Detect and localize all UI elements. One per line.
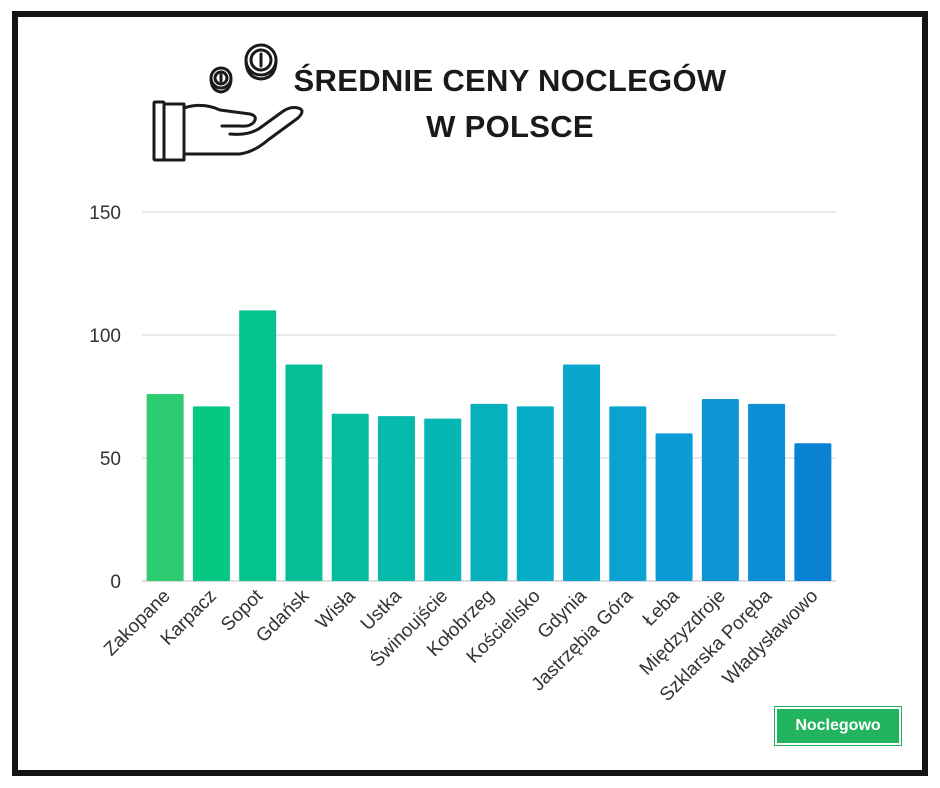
bar xyxy=(377,416,415,581)
x-tick-label: Wisła xyxy=(312,585,360,633)
bar xyxy=(285,364,323,581)
x-tick-label: Gdańsk xyxy=(252,585,314,647)
bar xyxy=(609,406,647,581)
title-line-1: ŚREDNIE CENY NOCLEGÓW xyxy=(293,63,727,98)
bar xyxy=(239,310,277,581)
brand-badge[interactable]: Noclegowo xyxy=(774,706,902,746)
bar xyxy=(748,403,786,581)
bar xyxy=(794,443,832,581)
bar xyxy=(470,403,508,581)
bar xyxy=(516,406,554,581)
bar xyxy=(424,418,462,581)
chart-title: ŚREDNIE CENY NOCLEGÓW W POLSCE xyxy=(280,58,740,150)
bar xyxy=(192,406,230,581)
bar xyxy=(331,413,369,581)
x-tick-label: Zakopane xyxy=(100,586,175,661)
title-line-2: W POLSCE xyxy=(426,109,594,144)
y-tick-label: 150 xyxy=(89,203,121,224)
y-tick-label: 50 xyxy=(100,449,121,470)
bar xyxy=(655,433,693,581)
bar xyxy=(146,394,184,581)
brand-label: Noclegowo xyxy=(795,717,881,734)
bar xyxy=(701,398,739,581)
bar xyxy=(563,364,601,581)
hand-with-coins-icon xyxy=(152,43,304,162)
y-tick-label: 0 xyxy=(110,572,121,593)
y-tick-label: 100 xyxy=(89,326,121,347)
